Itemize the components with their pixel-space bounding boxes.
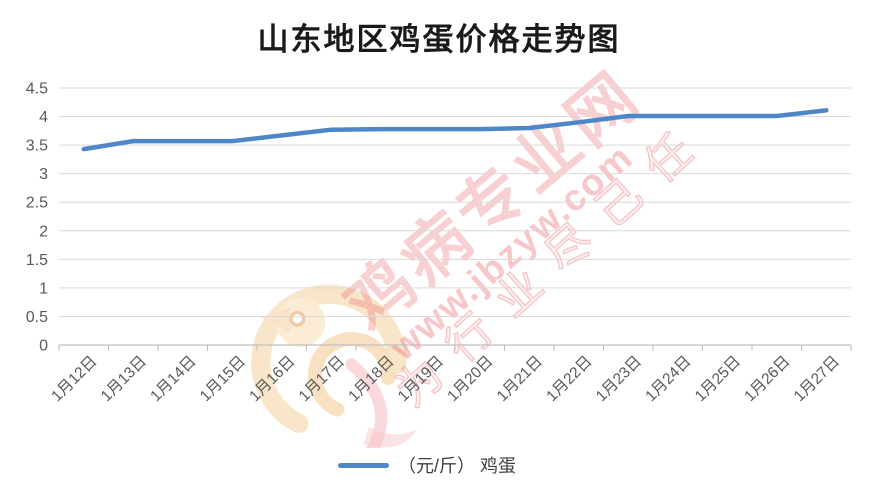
legend-line-swatch — [338, 462, 389, 468]
x-tick-label: 1月23日 — [593, 353, 645, 405]
x-tick-label: 1月13日 — [98, 353, 150, 405]
x-tick-label: 1月17日 — [296, 353, 348, 405]
x-tick-label: 1月21日 — [494, 353, 546, 405]
x-tick-label: 1月26日 — [741, 353, 793, 405]
y-tick-label: 1.5 — [26, 252, 48, 269]
y-tick-label: 4.5 — [26, 81, 48, 98]
x-tick-label: 1月14日 — [147, 353, 199, 405]
series-line-egg-price — [81, 108, 829, 152]
y-tick-label: 2 — [39, 223, 48, 240]
y-tick-label: 0 — [39, 338, 48, 355]
y-tick-label: 3 — [39, 166, 48, 183]
chart-title: 山东地区鸡蛋价格走势图 — [257, 22, 621, 58]
y-tick-label: 1 — [39, 280, 48, 297]
x-tick-label: 1月18日 — [345, 353, 397, 405]
x-tick-label: 1月25日 — [692, 353, 744, 405]
x-tick-label: 1月22日 — [543, 353, 595, 405]
x-tick-label: 1月24日 — [642, 353, 694, 405]
x-tick-label: 1月12日 — [48, 353, 100, 405]
x-tick-label: 1月19日 — [395, 353, 447, 405]
x-tick-label: 1月16日 — [246, 353, 298, 405]
y-tick-label: 0.5 — [26, 309, 48, 326]
y-tick-label: 2.5 — [26, 195, 48, 212]
x-tick-label: 1月20日 — [444, 353, 496, 405]
legend: （元/斤） 鸡蛋 — [338, 452, 516, 478]
x-tick-label: 1月27日 — [791, 353, 843, 405]
y-tick-label: 3.5 — [26, 138, 48, 155]
legend-series-label: （元/斤） 鸡蛋 — [398, 456, 517, 476]
y-tick-label: 4 — [39, 109, 48, 126]
x-tick-label: 1月15日 — [197, 353, 249, 405]
